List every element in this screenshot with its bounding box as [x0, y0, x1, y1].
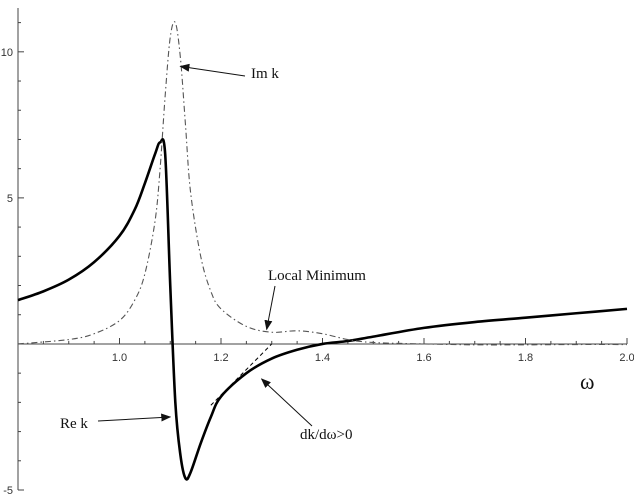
series-re-k-line	[17, 137, 628, 481]
axes: 1.0 1.2 1.4 1.6 1.8 2.0 -5 5 10	[1, 8, 634, 497]
x-tick-label: 1.4	[315, 352, 330, 364]
annotation-arrow	[264, 285, 276, 331]
annotation-arrow	[179, 63, 246, 77]
annotations: Im k Local Minimum Re k dk/dω>0	[60, 63, 366, 443]
y-tick-label: 5	[7, 193, 13, 205]
x-axis-label: ω	[580, 369, 594, 394]
annotation-arrow	[260, 378, 313, 427]
annotation-label: Re k	[60, 416, 88, 432]
y-tick-label: 10	[1, 47, 13, 59]
annotation-label: Im k	[251, 66, 279, 82]
x-tick-label: 2.0	[619, 352, 634, 364]
plot-area	[17, 21, 628, 481]
x-tick-label: 1.8	[518, 352, 533, 364]
series-im-k-line	[17, 21, 628, 346]
annotation-label: Local Minimum	[268, 268, 366, 284]
annotation-arrow	[97, 413, 172, 422]
y-tick-label: -5	[3, 485, 13, 497]
x-tick-label: 1.0	[112, 352, 127, 364]
annotation-label: dk/dω>0	[300, 427, 353, 443]
tangent-line	[210, 343, 273, 406]
x-tick-label: 1.2	[213, 352, 228, 364]
x-tick-label: 1.6	[416, 352, 431, 364]
